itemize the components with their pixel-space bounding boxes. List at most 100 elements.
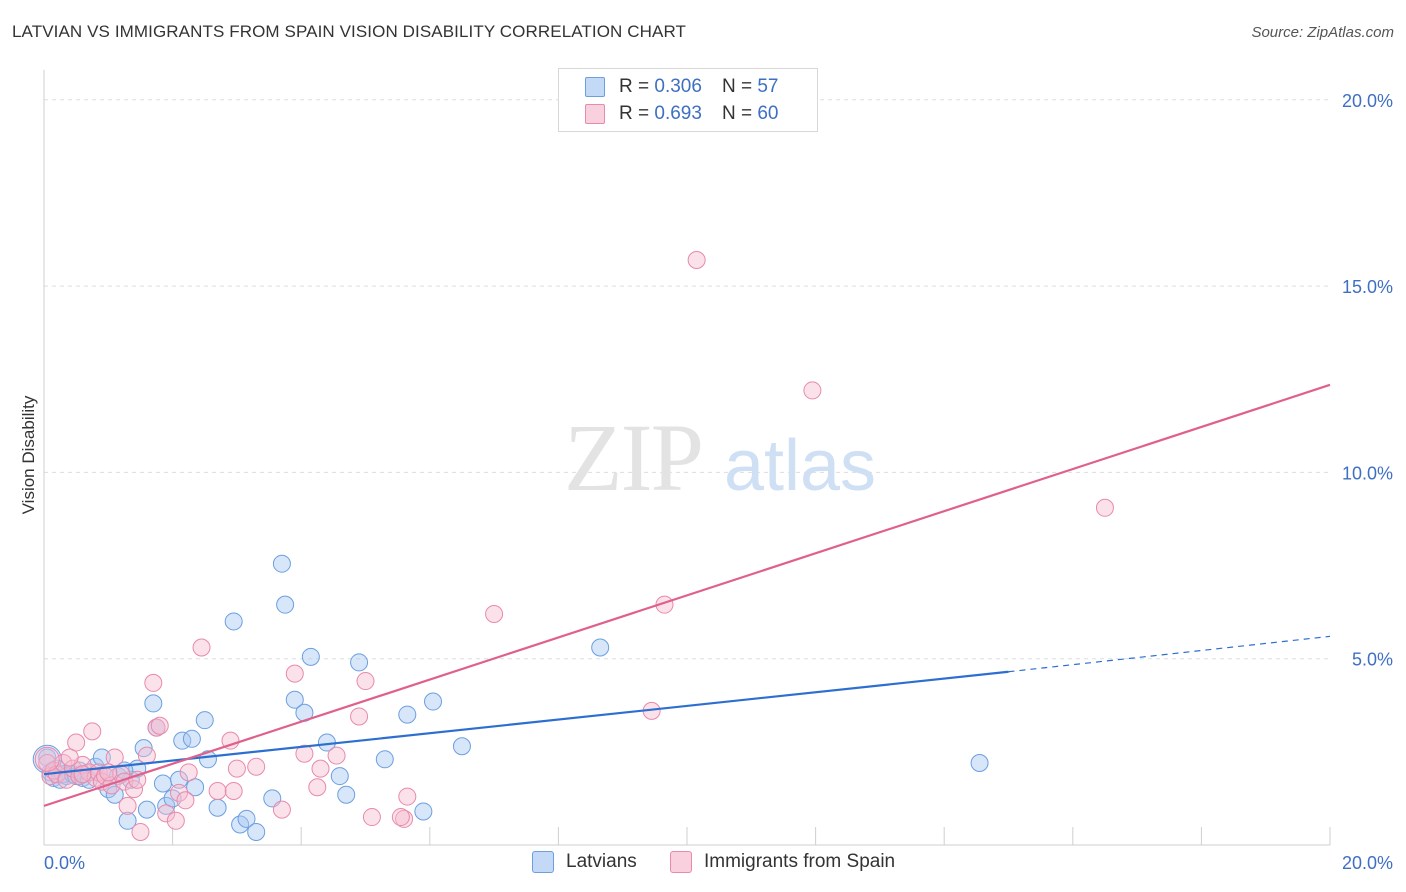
legend-row-latvians: R = 0.306 N = 57 — [585, 73, 778, 101]
latvians-trend-extension — [1008, 635, 1331, 673]
latvians-point — [414, 802, 433, 821]
n-label: N = — [721, 103, 753, 124]
latvians-point — [157, 796, 176, 815]
r-value: 0.306 — [654, 76, 702, 97]
series-legend: Latvians Immigrants from Spain — [0, 851, 1406, 879]
series-spain-points — [34, 251, 1114, 841]
x-tick-label: 20.0% — [1342, 853, 1393, 873]
watermark-zip: ZIP — [564, 404, 702, 511]
chart-title: LATVIAN VS IMMIGRANTS FROM SPAIN VISION … — [12, 22, 686, 41]
spain-point — [398, 787, 417, 806]
spain-point — [362, 808, 381, 827]
y-tick-label: 5.0% — [1352, 650, 1393, 670]
legend-label-spain: Immigrants from Spain — [704, 851, 896, 872]
latvians-point — [182, 729, 201, 748]
spain-point — [485, 604, 504, 623]
y-tick-label: 20.0% — [1342, 91, 1393, 111]
latvians-point — [276, 595, 295, 614]
latvians-point — [247, 822, 266, 841]
spain-point — [1095, 498, 1114, 517]
latvians-point — [153, 774, 172, 793]
y-tick-label: 15.0% — [1342, 277, 1393, 297]
grid-lines — [44, 99, 1330, 660]
latvians-point — [224, 612, 243, 631]
watermark-atlas: atlas — [724, 426, 876, 506]
spain-point — [192, 638, 211, 657]
latvians-point — [208, 798, 227, 817]
spain-point — [295, 744, 314, 763]
r-label: R = — [619, 103, 650, 124]
x-tick-label: 0.0% — [44, 853, 85, 873]
spain-point — [227, 759, 246, 778]
spain-point — [147, 718, 166, 737]
legend-label-latvians: Latvians — [566, 851, 637, 872]
spain-point — [224, 781, 243, 800]
spain-point — [327, 746, 346, 765]
latvians-point — [272, 554, 291, 573]
spain-point — [272, 800, 291, 819]
latvians-point — [301, 647, 320, 666]
spain-point — [118, 796, 137, 815]
latvians-point — [118, 811, 137, 830]
latvians-point — [591, 638, 610, 657]
spain-point — [60, 748, 79, 767]
spain-point — [157, 804, 176, 823]
n-value: 57 — [757, 76, 779, 97]
spain-point — [350, 707, 369, 726]
spain-point — [395, 809, 414, 828]
spain-point — [179, 763, 198, 782]
latvians-point — [144, 694, 163, 713]
legend-row-spain: R = 0.693 N = 60 — [585, 100, 778, 128]
latvians-point — [330, 767, 349, 786]
spain-point — [687, 251, 706, 270]
latvians-point — [398, 705, 417, 724]
spain-trend-line — [43, 383, 1331, 807]
spain-point — [311, 759, 330, 778]
spain-point — [128, 770, 147, 789]
spain-point — [150, 716, 169, 735]
latvians-point — [375, 750, 394, 769]
chart-source: Source: ZipAtlas.com — [1251, 24, 1394, 41]
latvians-point — [285, 690, 304, 709]
spain-point — [83, 722, 102, 741]
spain-point — [285, 664, 304, 683]
watermark: ZIP atlas — [564, 404, 876, 511]
spain-point — [166, 811, 185, 830]
latvians-point — [424, 692, 443, 711]
latvians-point — [337, 785, 356, 804]
spain-point — [356, 672, 375, 691]
latvians-legend-swatch — [532, 851, 554, 873]
correlation-legend: R = 0.306 N = 57 R = 0.693 N = 60 — [558, 68, 818, 132]
spain-point — [391, 808, 410, 827]
legend-item-spain[interactable]: Immigrants from Spain — [670, 851, 895, 873]
latvians-point — [195, 711, 214, 730]
n-label: N = — [721, 76, 753, 97]
spain-point — [221, 731, 240, 750]
latvians-point — [105, 785, 124, 804]
r-value: 0.693 — [654, 103, 702, 124]
legend-item-latvians[interactable]: Latvians — [532, 851, 637, 873]
trend-lines — [43, 383, 1331, 807]
spain-swatch — [585, 104, 605, 124]
spain-point — [131, 822, 150, 841]
spain-point — [144, 673, 163, 692]
tick-labels: 5.0% 10.0% 15.0% 20.0% 0.0% 20.0% — [44, 91, 1393, 873]
y-axis-label: Vision Disability — [19, 395, 38, 514]
spain-point — [176, 791, 195, 810]
spain-point — [247, 757, 266, 776]
latvians-trend-line — [43, 670, 1009, 776]
spain-point — [803, 381, 822, 400]
spain-point — [73, 765, 92, 784]
y-tick-label: 10.0% — [1342, 463, 1393, 483]
spain-point — [308, 778, 327, 797]
latvians-point — [92, 748, 111, 767]
latvians-point — [350, 653, 369, 672]
spain-point — [208, 781, 227, 800]
axes — [43, 70, 1331, 846]
spain-point — [34, 746, 60, 772]
latvians-point — [452, 737, 471, 756]
spain-point — [137, 746, 156, 765]
r-label: R = — [619, 76, 650, 97]
latvians-swatch — [585, 77, 605, 97]
